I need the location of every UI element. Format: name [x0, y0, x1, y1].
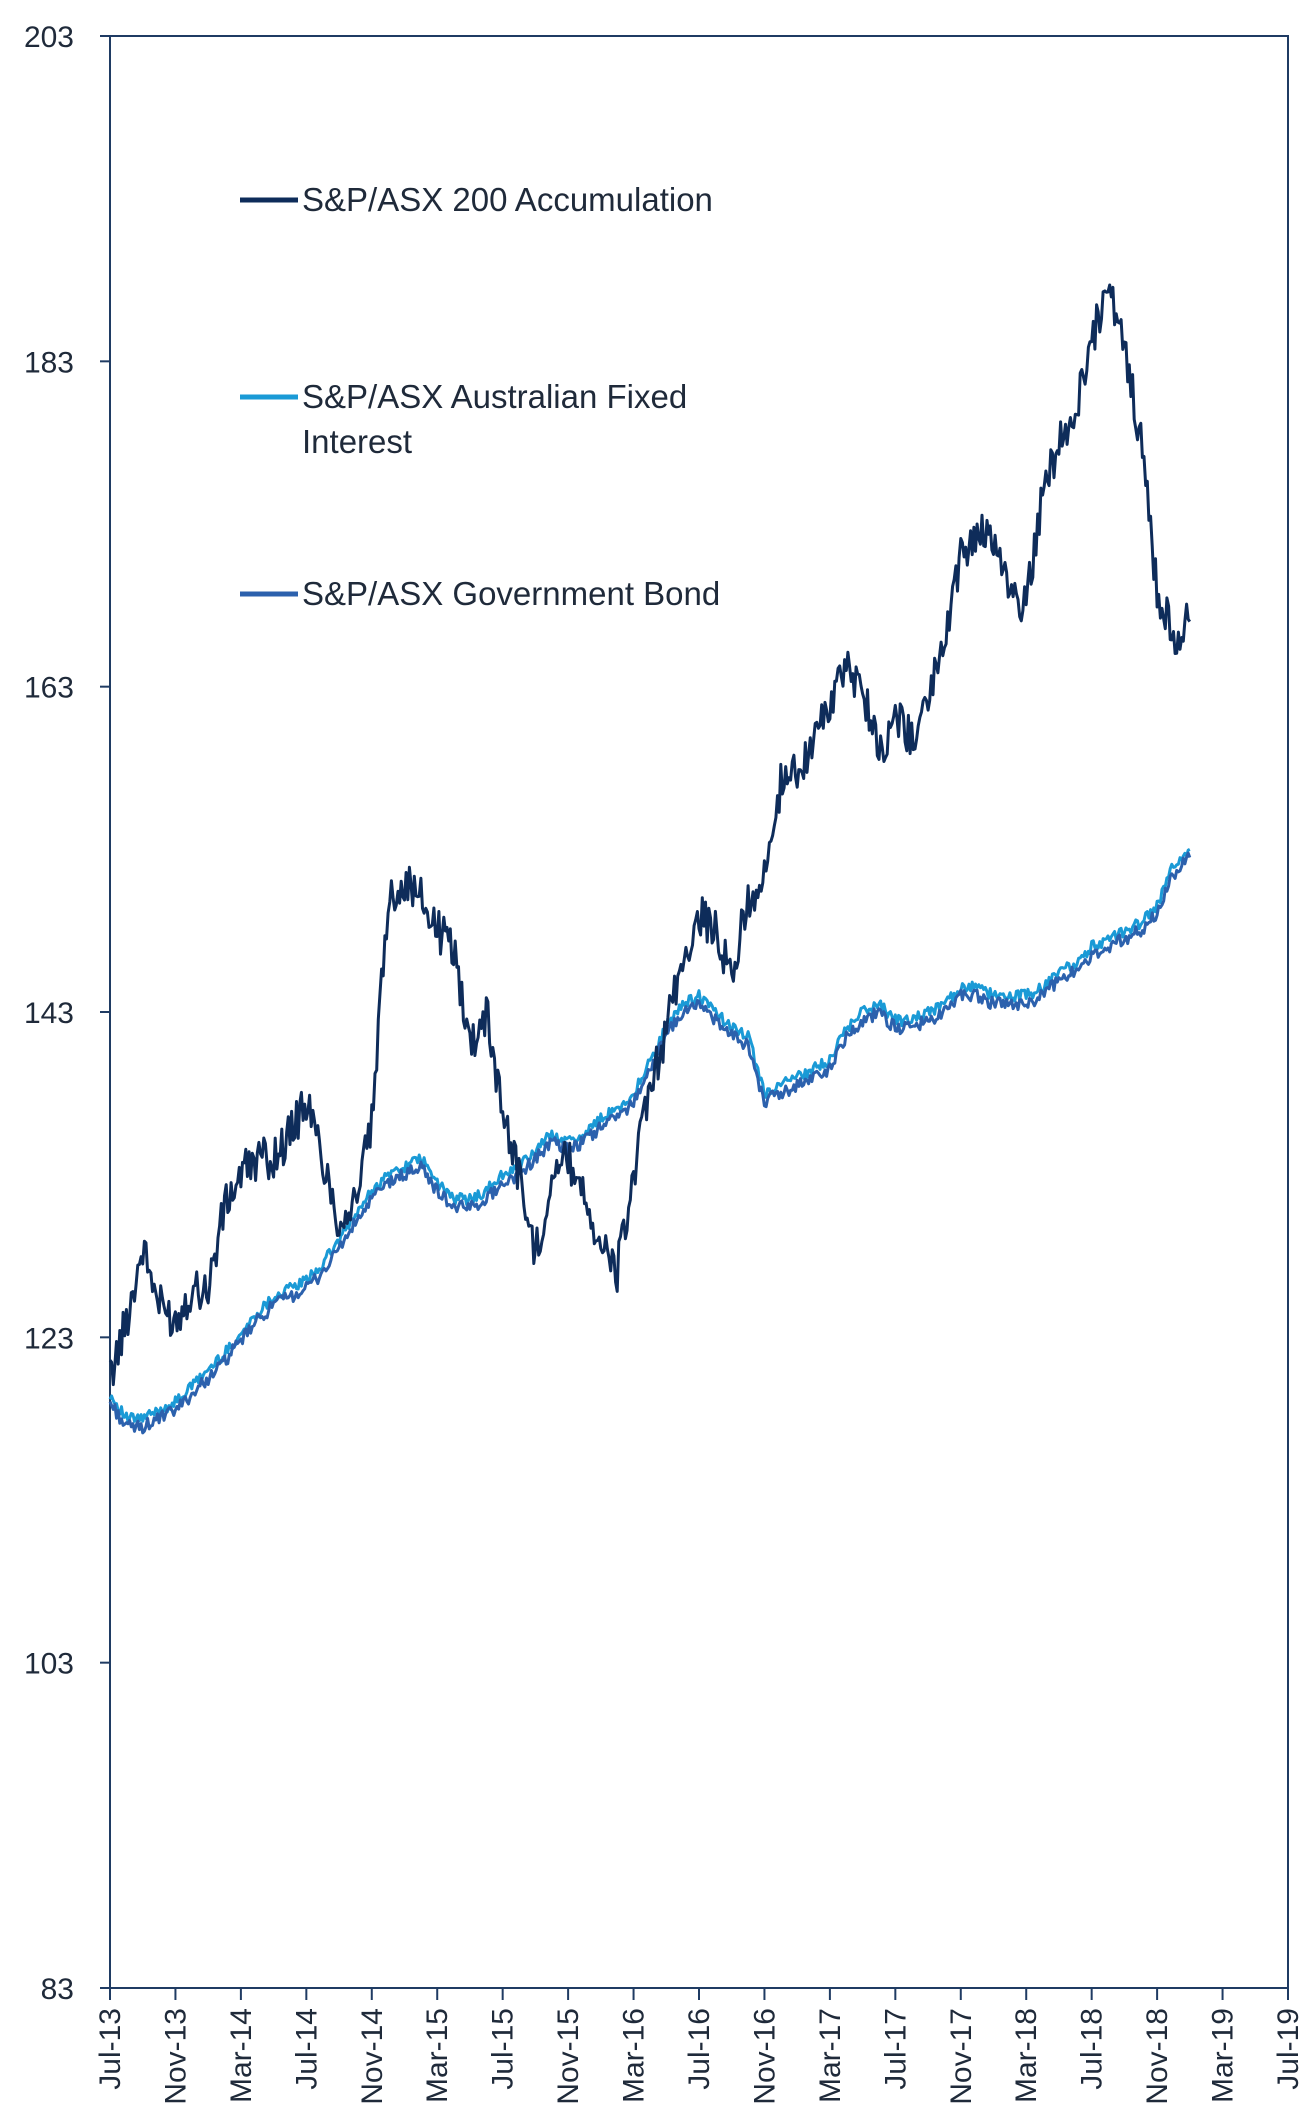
x-tick-label: Nov-16 [748, 2008, 781, 2105]
legend-item-fixed-interest: S&P/ASX Australian Fixed Interest [240, 378, 687, 460]
x-tick-label: Mar-19 [1207, 2008, 1240, 2103]
series-line-asx200 [108, 283, 1192, 1387]
x-tick-label: Jul-19 [1272, 2008, 1299, 2090]
x-tick-label: Nov-13 [159, 2008, 192, 2105]
x-tick-label: Jul-15 [487, 2008, 520, 2090]
y-tick-label: 183 [24, 346, 74, 379]
legend-label-government-bond: S&P/ASX Government Bond [302, 575, 720, 612]
y-tick-label: 203 [24, 21, 74, 54]
y-tick-label: 143 [24, 997, 74, 1030]
legend-label-asx200: S&P/ASX 200 Accumulation [302, 181, 713, 218]
legend-item-asx200: S&P/ASX 200 Accumulation [240, 181, 713, 218]
y-tick-label: 83 [41, 1973, 74, 2006]
x-tick-label: Nov-14 [356, 2008, 389, 2105]
x-tick-label: Nov-17 [945, 2008, 978, 2105]
x-tick-label: Nov-18 [1141, 2008, 1174, 2105]
plot-area-frame [109, 35, 1289, 1989]
series-line-fixed-interest [108, 847, 1191, 1424]
x-tick-label: Mar-18 [1010, 2008, 1043, 2103]
x-tick-label: Jul-14 [290, 2008, 323, 2090]
legend-label-fixed-interest-line1: S&P/ASX Australian Fixed [302, 378, 687, 415]
x-tick-label: Mar-17 [814, 2008, 847, 2103]
x-tick-label: Mar-16 [618, 2008, 651, 2103]
legend: S&P/ASX 200 Accumulation S&P/ASX Austral… [240, 181, 720, 612]
x-tick-label: Jul-16 [683, 2008, 716, 2090]
x-tick-label: Jul-17 [879, 2008, 912, 2090]
legend-item-government-bond: S&P/ASX Government Bond [240, 575, 720, 612]
y-tick-label: 163 [24, 672, 74, 705]
y-tick-label: 123 [24, 1322, 74, 1355]
series-line-government-bond [108, 851, 1192, 1435]
x-tick-label: Jul-18 [1076, 2008, 1109, 2090]
legend-label-fixed-interest-line2: Interest [302, 423, 412, 460]
x-tick-label: Nov-15 [552, 2008, 585, 2105]
series-layer [108, 283, 1192, 1435]
x-tick-label: Jul-13 [94, 2008, 127, 2090]
y-tick-label: 103 [24, 1648, 74, 1681]
x-tick-label: Mar-15 [421, 2008, 454, 2103]
x-axis: Jul-13 Nov-13 Mar-14 Jul-14 Nov-14 Mar-15 Jul-… [94, 1988, 1299, 2105]
y-axis: 83 103 123 143 163 183 203 [24, 21, 110, 2006]
x-tick-label: Mar-14 [225, 2008, 258, 2103]
